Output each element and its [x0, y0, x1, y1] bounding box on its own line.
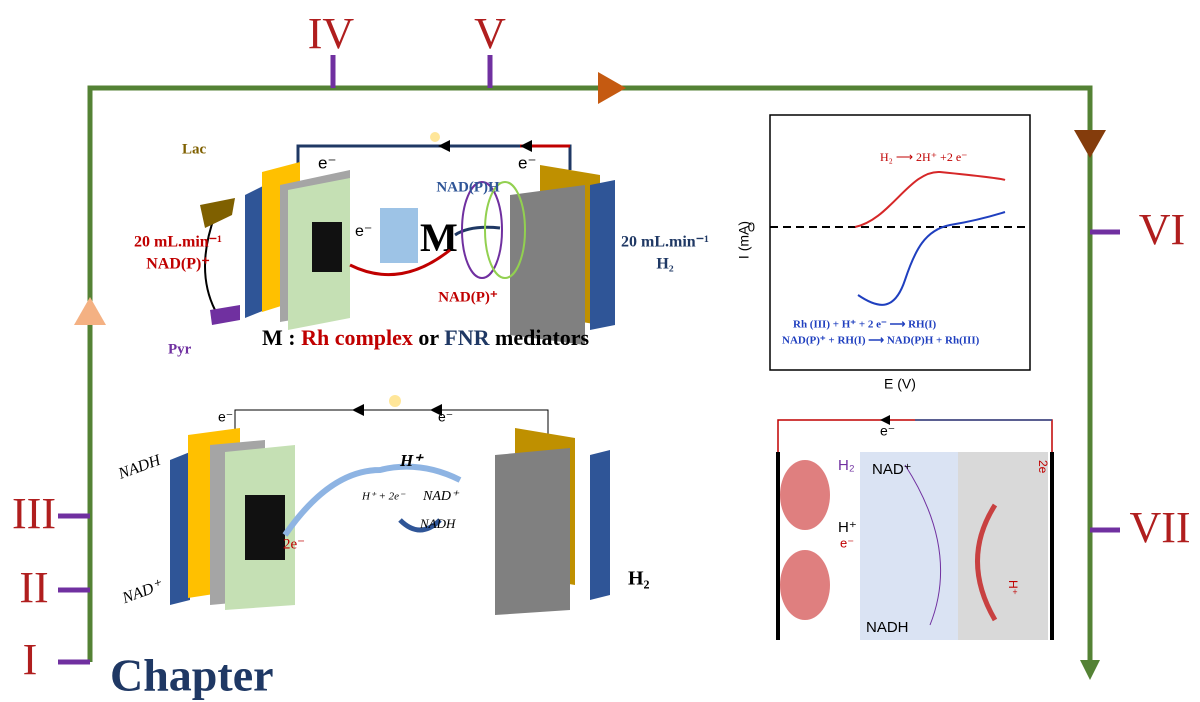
caption-or: or — [413, 325, 444, 350]
e-right: e⁻ — [518, 153, 536, 172]
caption-m: M : — [262, 325, 301, 350]
nadh-mid: NADH — [419, 516, 456, 531]
cell-h-plus-right: H⁺ — [1006, 580, 1020, 595]
reaction-1: Rh (III) + H⁺ + 2 e⁻ ⟶ RH(I) — [793, 319, 937, 331]
e-left-bottom: e⁻ — [218, 409, 233, 425]
label-iv: IV — [308, 9, 355, 58]
two-e: 2e⁻ — [283, 536, 305, 552]
nad-bottom: NAD⁺ — [119, 577, 165, 608]
cell-e: e⁻ — [880, 423, 895, 439]
cell-e-minus: e⁻ — [840, 535, 854, 550]
reaction-2: NAD(P)⁺ + RH(I) ⟶ NAD(P)H + Rh(III) — [782, 335, 980, 347]
cell-nad: NAD⁺ — [872, 461, 912, 478]
flow-right: 20 mL.min⁻¹ — [621, 234, 709, 251]
figure: I II III IV V VI VII Chapter M Lac 20 mL… — [0, 0, 1200, 702]
lac: Lac — [182, 141, 207, 157]
cell-nadh: NADH — [866, 619, 909, 636]
panel-top: M Lac 20 mL.min⁻¹ NAD(P)⁺ Pyr e⁻ e⁻ e⁻ N… — [134, 132, 709, 357]
cell-h2: H₂ — [838, 457, 855, 474]
caption: M : Rh complex or FNR mediators — [262, 325, 590, 350]
caption-fnr: FNR — [444, 325, 490, 350]
label-iii: III — [12, 489, 56, 538]
cell-two-e: 2e — [1036, 460, 1050, 474]
cell-h-plus: H⁺ — [838, 519, 857, 536]
e-center: e⁻ — [355, 223, 372, 240]
oxidation-label: H₂ ⟶ 2H⁺ +2 e⁻ — [880, 150, 967, 164]
pyr: Pyr — [168, 341, 192, 357]
h-reaction: H⁺ + 2e⁻ — [361, 491, 406, 503]
chapter: Chapter — [110, 650, 274, 701]
nad-mid: NAD⁺ — [422, 489, 460, 504]
panel-bottom: e⁻ e⁻ NADH NAD⁺ H⁺ H⁺ + 2e⁻ NAD⁺ NADH 2e… — [115, 395, 649, 615]
h-plus: H⁺ — [399, 451, 424, 470]
caption-mediators: mediators — [490, 325, 590, 350]
y-label: I (mA) — [736, 221, 752, 259]
flow-left: 20 mL.min⁻¹ — [134, 234, 222, 251]
nadh-top: NADH — [115, 451, 164, 483]
nadp-left: NAD(P)⁺ — [146, 256, 210, 273]
label-i: I — [23, 635, 38, 684]
nadp-center: NAD(P)⁺ — [438, 289, 498, 305]
mediator-icon: M — [420, 215, 458, 260]
panel-cell: e⁻ H₂ H⁺ e⁻ NAD⁺ NADH H⁺ 2e — [778, 415, 1052, 640]
e-left: e⁻ — [318, 153, 336, 172]
label-vi: VI — [1139, 205, 1185, 254]
h2-right: H₂ — [656, 256, 673, 273]
label-v: V — [474, 9, 506, 58]
nadph: NAD(P)H — [436, 179, 500, 195]
graph: H₂ ⟶ 2H⁺ +2 e⁻ 0 I (mA) E (V) Rh (III) +… — [736, 115, 1030, 392]
x-label: E (V) — [884, 376, 916, 392]
label-vii: VII — [1129, 503, 1190, 552]
label-ii: II — [19, 563, 48, 612]
h2-bottom: H₂ — [628, 568, 650, 590]
caption-rh: Rh complex — [301, 325, 413, 350]
e-right-bottom: e⁻ — [438, 409, 453, 425]
